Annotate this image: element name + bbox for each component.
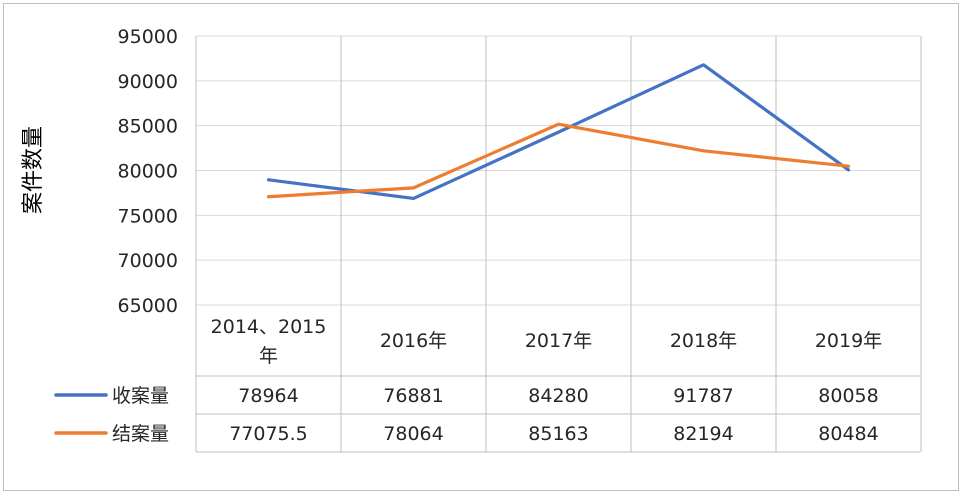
y-tick-label: 75000 — [118, 205, 178, 227]
data-label: 78064 — [383, 423, 443, 445]
y-axis-label: 案件数量 — [21, 126, 46, 214]
y-tick-label: 85000 — [118, 116, 178, 138]
data-label: 84280 — [528, 385, 588, 407]
category-label: 2014、2015 — [211, 316, 327, 338]
category-label: 2018年 — [670, 330, 737, 352]
data-label: 85163 — [528, 423, 588, 445]
series-line — [266, 122, 851, 199]
category-label: 年 — [259, 345, 278, 367]
series-line — [266, 63, 851, 201]
data-label: 77075.5 — [229, 423, 308, 445]
data-label: 82194 — [673, 423, 733, 445]
category-label: 2016年 — [380, 330, 447, 352]
data-label: 76881 — [383, 385, 443, 407]
y-tick-label: 70000 — [118, 250, 178, 272]
y-tick-label: 65000 — [118, 295, 178, 317]
y-tick-label: 95000 — [118, 26, 178, 48]
data-label: 78964 — [238, 385, 298, 407]
data-label: 91787 — [673, 385, 733, 407]
chart-frame — [3, 3, 959, 491]
data-label: 80058 — [818, 385, 878, 407]
category-label: 2017年 — [525, 330, 592, 352]
series-name: 结案量 — [112, 423, 169, 445]
series-name: 收案量 — [112, 385, 169, 407]
category-label: 2019年 — [815, 330, 882, 352]
series-lines — [266, 63, 851, 201]
data-label: 80484 — [818, 423, 878, 445]
y-tick-label: 80000 — [118, 161, 178, 183]
y-axis-ticks: 95000 90000 85000 80000 75000 70000 65000 — [118, 26, 178, 317]
gridlines — [196, 35, 920, 306]
y-tick-label: 90000 — [118, 71, 178, 93]
